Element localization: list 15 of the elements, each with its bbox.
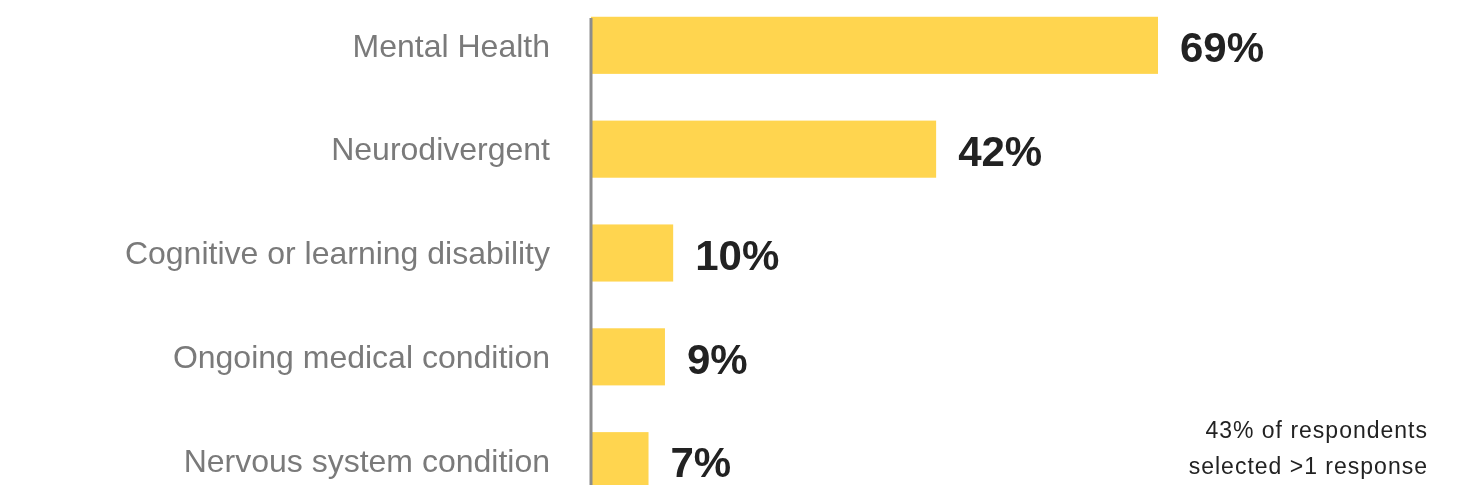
text: 43% of respondents selected >1 response [1188,417,1428,479]
y-tick-label: Cognitive or learning disability [124,235,550,272]
bar [591,224,674,282]
y-tick-label: Ongoing medical condition [172,339,550,376]
y-tick-label: Nervous system condition [183,442,550,479]
data-label: 7% [670,439,732,485]
bar [591,120,937,178]
y-tick-label: Neurodivergent [331,131,551,168]
bar [591,328,665,386]
data-label: 42% [958,127,1043,175]
y-tick-label: Mental Health [352,27,550,64]
data-label: 9% [686,335,748,383]
bar [591,16,1158,74]
data-label: 10% [695,231,780,279]
data-label: 69% [1180,24,1265,72]
